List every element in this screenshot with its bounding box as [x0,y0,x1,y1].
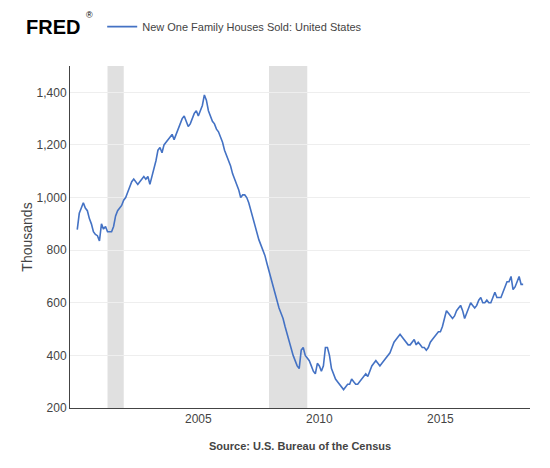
svg-text:2010: 2010 [306,412,333,426]
svg-text:Thousands: Thousands [19,202,35,271]
svg-text:400: 400 [47,349,67,363]
svg-text:1,400: 1,400 [37,86,67,100]
svg-text:2015: 2015 [427,412,454,426]
svg-text:2005: 2005 [185,412,212,426]
svg-text:200: 200 [47,401,67,415]
svg-text:®: ® [86,10,93,20]
svg-text:800: 800 [47,243,67,257]
svg-text:1,000: 1,000 [37,191,67,205]
svg-text:600: 600 [47,296,67,310]
svg-text:Source: U.S. Bureau of the Cen: Source: U.S. Bureau of the Census [209,440,391,452]
svg-text:1,200: 1,200 [37,138,67,152]
svg-text:New One Family Houses Sold: Un: New One Family Houses Sold: United State… [142,21,361,33]
svg-text:FRED: FRED [26,16,80,38]
